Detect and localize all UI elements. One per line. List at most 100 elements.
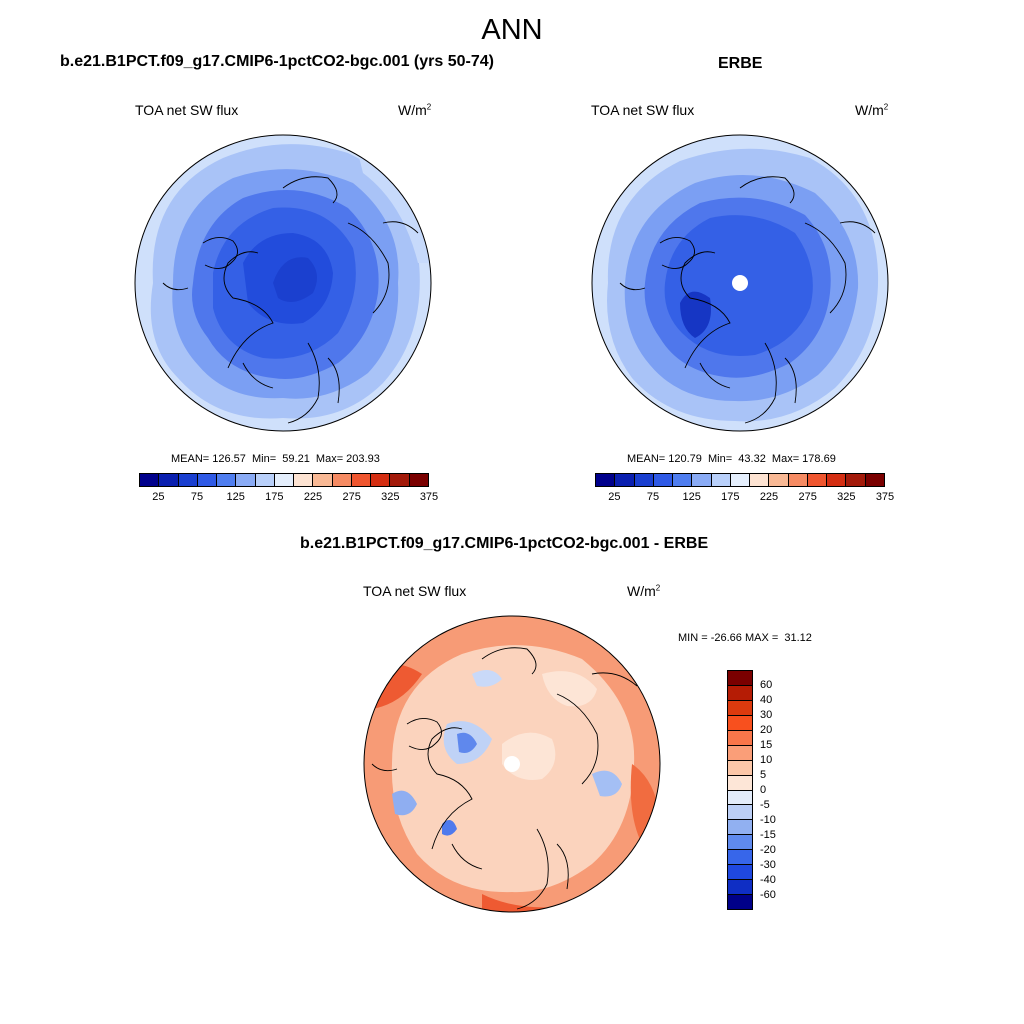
colorbar-tick-label: 10 [760,754,773,766]
colorbar-swatch [865,474,884,486]
obs-unit-label: W/m2 [855,102,889,118]
colorbar-tick-label: 275 [342,491,361,503]
colorbar-swatch [769,474,789,486]
colorbar-swatch [390,474,410,486]
colorbar-tick-label: 225 [759,491,779,503]
colorbar-tick-label: 125 [226,491,245,503]
diff-colorbar [727,670,753,910]
colorbar-swatch [728,895,752,909]
diff-unit-label: W/m2 [627,583,661,599]
colorbar-tick-label: 175 [721,491,740,503]
colorbar-swatch [178,474,198,486]
colorbar-swatch [728,835,752,851]
colorbar-swatch [750,474,770,486]
colorbar-tick-label: 15 [760,739,773,751]
colorbar-swatch [728,775,752,791]
diff-panel-title: b.e21.B1PCT.f09_g17.CMIP6-1pctCO2-bgc.00… [300,535,709,552]
colorbar-swatch [140,474,160,486]
obs-colorbar: 25 75 125 175 225 275 325 375 [595,473,894,503]
colorbar-swatch [711,474,731,486]
colorbar-tick-label: -5 [760,799,770,811]
diff-left-label: TOA net SW flux [363,583,467,599]
colorbar-tick-label: 0 [760,784,767,796]
colorbar-tick-label: -60 [760,889,776,901]
colorbar-swatch [159,474,179,486]
colorbar-tick-label: -15 [760,829,776,841]
colorbar-swatch [371,474,391,486]
colorbar-tick-label: 325 [381,491,400,503]
colorbar-swatch [197,474,218,486]
colorbar-tick-label: -20 [760,844,776,856]
colorbar-swatch [409,474,428,486]
colorbar-swatch [728,685,752,701]
colorbar-swatch [788,474,808,486]
obs-left-label: TOA net SW flux [591,102,695,118]
colorbar-tick-label: 20 [760,724,773,736]
colorbar-swatch [728,790,752,806]
colorbar-swatch [274,474,295,486]
colorbar-swatch [730,474,751,486]
colorbar-swatch [807,474,828,486]
diff-stats: MIN = -26.66 MAX = 31.12 [678,632,812,644]
colorbar-tick-label: 5 [760,769,767,781]
colorbar-tick-label: 75 [190,491,204,503]
colorbar-swatch [728,865,752,881]
colorbar-swatch [827,474,847,486]
colorbar-swatch [728,715,752,731]
model-colorbar-ticks: 25 75 125 175 225 275 325 375 [139,487,438,503]
model-map [134,134,432,432]
colorbar-swatch [236,474,256,486]
colorbar-tick-label: -10 [760,814,776,826]
model-colorbar: 25 75 125 175 225 275 325 375 [139,473,438,503]
diff-colorbar-bar [727,670,753,910]
colorbar-tick-label: 325 [837,491,856,503]
colorbar-tick-label: 175 [265,491,284,503]
obs-map [591,134,889,432]
colorbar-tick-label: 25 [608,491,621,503]
colorbar-tick-label: 375 [875,491,895,503]
obs-colorbar-bar [595,473,885,487]
colorbar-swatch [728,760,752,776]
figure-title: ANN [481,14,543,46]
colorbar-tick-label: 225 [303,491,323,503]
colorbar-swatch [351,474,372,486]
colorbar-swatch [728,805,752,821]
colorbar-tick-label: 40 [760,694,773,706]
diff-map [363,615,661,913]
colorbar-tick-label: 125 [682,491,701,503]
colorbar-swatch [728,671,752,686]
colorbar-tick-label: 375 [419,491,439,503]
model-stats: MEAN= 126.57 Min= 59.21 Max= 203.93 [171,453,380,465]
colorbar-tick-label: 75 [646,491,660,503]
colorbar-tick-label: 60 [760,679,773,691]
colorbar-swatch [313,474,333,486]
colorbar-swatch [728,820,752,836]
colorbar-swatch [728,745,752,761]
colorbar-swatch [728,880,752,896]
colorbar-swatch [255,474,275,486]
colorbar-swatch [217,474,237,486]
model-colorbar-bar [139,473,429,487]
model-unit-label: W/m2 [398,102,432,118]
colorbar-swatch [596,474,616,486]
colorbar-tick-label: 25 [152,491,165,503]
colorbar-swatch [673,474,693,486]
model-left-label: TOA net SW flux [135,102,239,118]
colorbar-swatch [332,474,352,486]
diff-colorbar-ticks: 60 40 30 20 15 10 5 0 -5 -10 -15 -20 -30 -40 -60 [760,670,800,910]
colorbar-tick-label: -30 [760,859,776,871]
colorbar-tick-label: 30 [760,709,773,721]
colorbar-swatch [728,700,752,716]
colorbar-swatch [615,474,635,486]
obs-panel-title: ERBE [718,55,763,72]
obs-colorbar-ticks: 25 75 125 175 225 275 325 375 [595,487,894,503]
colorbar-tick-label: -40 [760,874,776,886]
colorbar-swatch [692,474,712,486]
obs-stats: MEAN= 120.79 Min= 43.32 Max= 178.69 [627,453,836,465]
model-panel-title: b.e21.B1PCT.f09_g17.CMIP6-1pctCO2-bgc.00… [60,53,494,70]
colorbar-swatch [634,474,654,486]
colorbar-tick-label: 275 [798,491,817,503]
colorbar-swatch [294,474,314,486]
colorbar-swatch [846,474,866,486]
colorbar-swatch [728,730,752,746]
